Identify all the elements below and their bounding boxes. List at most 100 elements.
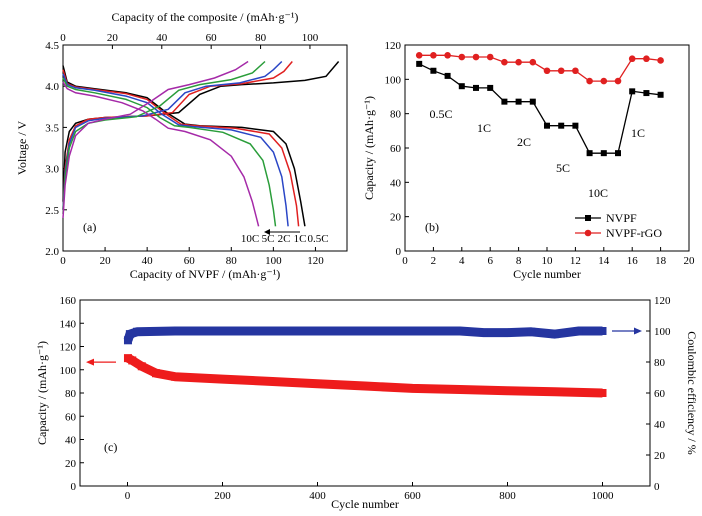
y-tick-label: 100 — [385, 74, 402, 86]
point-coulombic-efficiency — [551, 330, 559, 339]
y-tick-label: 3.5 — [45, 122, 59, 134]
panel-c-panel-label: (c) — [104, 440, 117, 454]
y-tick-label: 140 — [60, 318, 77, 330]
rate-annotation-1C: 1C — [477, 121, 491, 135]
point-NVPF-rGO — [628, 55, 636, 63]
x2-tick-label: 100 — [302, 32, 319, 44]
point-NVPF — [586, 150, 593, 157]
panel-a-series — [62, 60, 340, 227]
point-capacity — [551, 387, 559, 396]
panel-a-ylabel: Voltage / V — [15, 121, 29, 176]
series-line-NVPF-rGO — [419, 54, 661, 82]
point-NVPF-rGO — [430, 52, 437, 59]
panel-c: 0 200 400 600 800 1000 020406080100120140160 … — [35, 295, 699, 511]
rate-annotation-5C: 5C — [556, 161, 570, 175]
point-NVPF — [444, 72, 451, 79]
point-NVPF-rGO — [472, 53, 480, 61]
point-NVPF — [458, 83, 465, 90]
point-coulombic-efficiency — [479, 328, 488, 337]
y2-tick-label: 20 — [654, 450, 666, 462]
point-NVPF — [572, 122, 579, 129]
point-NVPF — [473, 84, 479, 91]
point-NVPF-rGO — [501, 58, 508, 66]
curve-discharge-2C — [62, 73, 289, 227]
curve-charge-0.5C — [62, 61, 340, 202]
y2-tick-label: 40 — [654, 419, 666, 431]
point-capacity — [503, 386, 512, 395]
x-tick-label: 20 — [100, 255, 112, 267]
x-tick-label: 16 — [627, 255, 639, 267]
point-NVPF — [629, 88, 636, 95]
x2-tick-label: 20 — [107, 32, 119, 44]
legend-marker-NVPF-rGO — [584, 229, 592, 237]
y-tick-label: 3.0 — [45, 164, 59, 176]
point-NVPF-rGO — [458, 53, 466, 61]
y-tick-label: 80 — [65, 388, 77, 400]
point-NVPF-rGO — [657, 57, 664, 64]
y-tick-label: 20 — [390, 212, 402, 224]
y-tick-label: 0 — [71, 481, 77, 493]
x-tick-label: 200 — [214, 490, 231, 502]
point-NVPF — [430, 67, 437, 74]
y-tick-label: 0 — [396, 246, 402, 258]
x-tick-label: 0 — [60, 255, 66, 267]
x-tick-label: 8 — [516, 255, 522, 267]
x-tick-label: 600 — [404, 490, 421, 502]
y-tick-label: 60 — [390, 143, 402, 155]
panel-a: 0 20 40 60 80 100 120 0 20 40 60 80 100 2.0 2.5 3.0 3.… — [15, 10, 348, 281]
point-capacity — [152, 369, 160, 378]
point-capacity — [408, 384, 417, 393]
point-coulombic-efficiency — [503, 328, 512, 337]
point-NVPF-rGO — [415, 52, 423, 59]
rate-label-1C: 1C — [294, 233, 307, 245]
x-tick-label: 0 — [402, 255, 408, 267]
panel-b-xlabel: Cycle number — [513, 267, 581, 281]
y2-tick-label: 60 — [654, 388, 666, 400]
x-tick-label: 40 — [142, 255, 154, 267]
y2-tick-label: 120 — [654, 295, 671, 307]
point-capacity — [266, 377, 274, 386]
x-tick-label: 400 — [309, 490, 326, 502]
panel-b: 0 2 4 6 8 10 12 14 16 18 20 0 20 40 60 80 100 120 0.5C 1C… — [362, 40, 695, 281]
point-NVPF — [515, 98, 522, 105]
x-tick-label: 18 — [655, 255, 667, 267]
y-tick-label: 20 — [65, 458, 77, 470]
rate-annotation-10C: 10C — [588, 186, 608, 200]
point-NVPF-rGO — [643, 55, 650, 63]
curve-discharge-10C — [62, 81, 260, 227]
point-capacity — [137, 362, 146, 371]
y-tick-label: 120 — [385, 40, 402, 52]
point-capacity — [456, 385, 464, 394]
panel-c-y2-ticks: 0 20 40 60 80 100 120 — [646, 295, 671, 493]
x-tick-label: 2 — [431, 255, 437, 267]
y2-tick-label: 0 — [654, 481, 660, 493]
point-NVPF — [643, 90, 650, 97]
curve-discharge-5C — [62, 77, 277, 227]
panel-b-x-ticks: 0 2 4 6 8 10 12 14 16 18 20 — [402, 247, 695, 267]
y-tick-label: 160 — [60, 295, 77, 307]
x-tick-label: 800 — [499, 490, 516, 502]
panel-b-y-ticks: 0 20 40 60 80 100 120 — [385, 40, 409, 258]
point-NVPF — [487, 84, 494, 91]
x-tick-label: 4 — [459, 255, 465, 267]
x-tick-label: 6 — [487, 255, 493, 267]
legend-marker-NVPF — [585, 215, 591, 221]
curve-charge-2C — [62, 60, 283, 210]
capacity-axis-arrow-head — [86, 358, 94, 366]
panel-c-series — [123, 326, 607, 398]
point-NVPF — [529, 98, 536, 105]
point-coulombic-efficiency — [133, 327, 141, 336]
legend-label-NVPF: NVPF — [606, 211, 637, 225]
y-tick-label: 2.0 — [45, 246, 59, 258]
point-coulombic-efficiency — [598, 327, 607, 335]
point-NVPF-rGO — [543, 67, 551, 75]
point-coulombic-efficiency — [456, 327, 464, 335]
panel-a-x2-ticks: 0 20 40 60 80 100 — [60, 32, 319, 49]
panel-c-ylabel: Capacity / (mAh·g⁻¹) — [35, 341, 49, 445]
panel-b-rate-annotations: 0.5C 1C 2C 5C 10C 1C — [429, 107, 645, 200]
x-tick-label: 0 — [125, 490, 131, 502]
point-NVPF — [600, 150, 607, 157]
y-tick-label: 40 — [65, 435, 77, 447]
point-capacity — [218, 375, 227, 384]
